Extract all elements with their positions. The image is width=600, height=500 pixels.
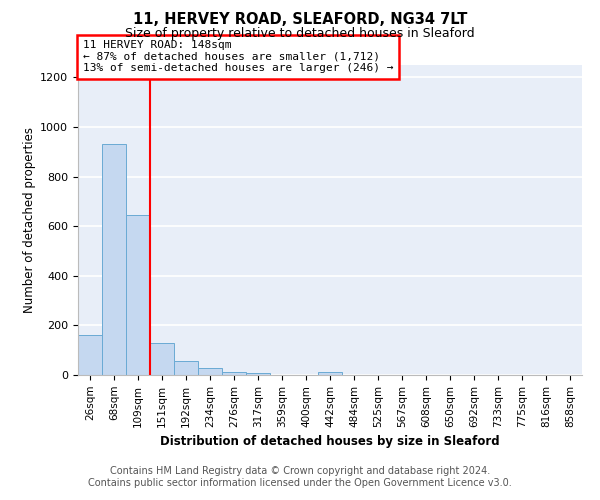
X-axis label: Distribution of detached houses by size in Sleaford: Distribution of detached houses by size … xyxy=(160,435,500,448)
Bar xyxy=(126,215,150,375)
Text: Contains HM Land Registry data © Crown copyright and database right 2024.: Contains HM Land Registry data © Crown c… xyxy=(110,466,490,476)
Text: 11 HERVEY ROAD: 148sqm
← 87% of detached houses are smaller (1,712)
13% of semi-: 11 HERVEY ROAD: 148sqm ← 87% of detached… xyxy=(83,40,394,74)
Text: Contains public sector information licensed under the Open Government Licence v3: Contains public sector information licen… xyxy=(88,478,512,488)
Bar xyxy=(198,368,222,375)
Bar xyxy=(174,362,198,375)
Bar xyxy=(78,336,102,375)
Bar xyxy=(246,373,270,375)
Bar xyxy=(222,372,246,375)
Text: Size of property relative to detached houses in Sleaford: Size of property relative to detached ho… xyxy=(125,28,475,40)
Y-axis label: Number of detached properties: Number of detached properties xyxy=(23,127,36,313)
Bar xyxy=(150,343,174,375)
Text: 11, HERVEY ROAD, SLEAFORD, NG34 7LT: 11, HERVEY ROAD, SLEAFORD, NG34 7LT xyxy=(133,12,467,28)
Bar xyxy=(318,372,342,375)
Bar xyxy=(102,144,126,375)
